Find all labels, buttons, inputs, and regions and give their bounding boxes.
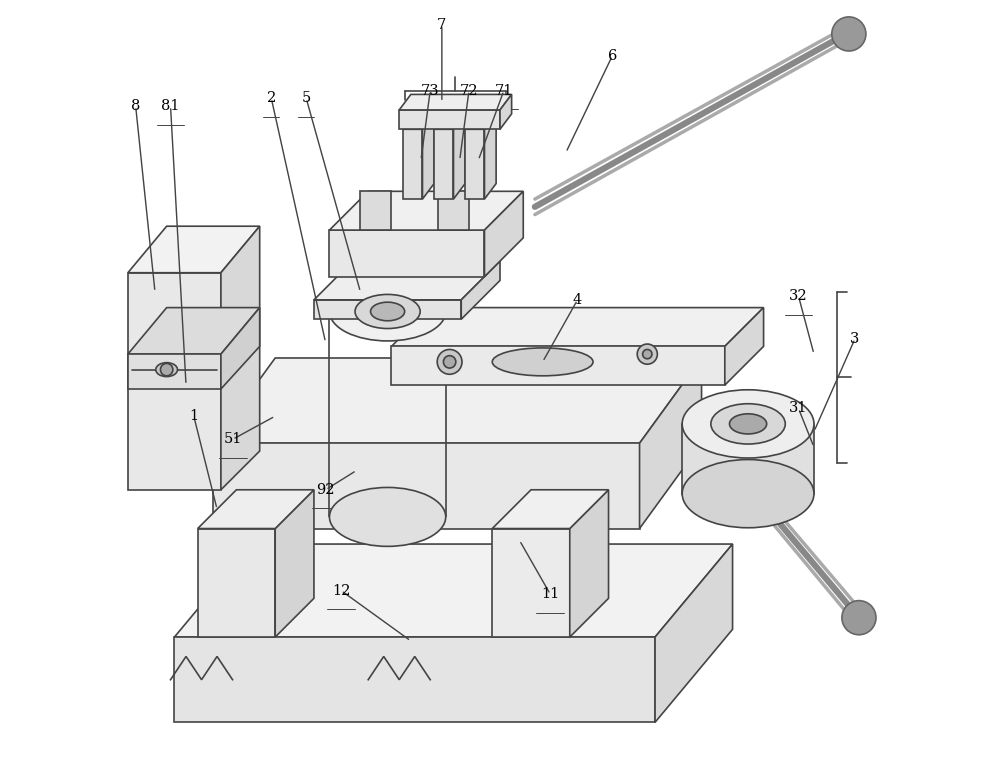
Polygon shape (434, 129, 453, 199)
Polygon shape (484, 191, 523, 277)
Polygon shape (221, 226, 260, 490)
Text: 12: 12 (332, 584, 350, 598)
Text: 72: 72 (460, 83, 478, 97)
Polygon shape (484, 114, 496, 199)
Polygon shape (453, 114, 465, 199)
Ellipse shape (729, 414, 767, 434)
Polygon shape (213, 443, 640, 528)
Ellipse shape (371, 302, 405, 321)
Polygon shape (128, 273, 221, 490)
Text: 73: 73 (421, 83, 440, 97)
Polygon shape (570, 490, 609, 637)
Text: 32: 32 (789, 289, 808, 303)
Polygon shape (329, 191, 523, 230)
Polygon shape (655, 544, 733, 722)
Polygon shape (391, 346, 725, 385)
Polygon shape (174, 637, 655, 722)
Ellipse shape (682, 460, 814, 527)
Polygon shape (682, 424, 814, 494)
Polygon shape (329, 230, 484, 277)
Polygon shape (221, 307, 260, 389)
Circle shape (437, 349, 462, 374)
Circle shape (637, 344, 657, 364)
Polygon shape (213, 358, 702, 443)
Polygon shape (500, 94, 512, 129)
Polygon shape (128, 354, 221, 389)
Polygon shape (391, 307, 764, 346)
Circle shape (832, 17, 866, 51)
Polygon shape (174, 544, 733, 637)
Ellipse shape (329, 282, 446, 341)
Ellipse shape (492, 348, 593, 376)
Polygon shape (438, 191, 469, 230)
Text: 4: 4 (573, 293, 582, 307)
Text: 1: 1 (189, 409, 198, 423)
Polygon shape (465, 114, 496, 129)
Polygon shape (640, 358, 702, 528)
Polygon shape (434, 114, 465, 129)
Text: 2: 2 (267, 91, 276, 105)
Polygon shape (314, 300, 461, 319)
Polygon shape (422, 114, 434, 199)
Text: 81: 81 (161, 99, 180, 113)
Circle shape (160, 363, 173, 376)
Ellipse shape (355, 294, 420, 328)
Text: 11: 11 (541, 587, 560, 601)
Circle shape (643, 349, 652, 359)
Polygon shape (492, 490, 609, 528)
Polygon shape (399, 110, 500, 129)
Polygon shape (128, 307, 260, 354)
Text: 8: 8 (131, 99, 140, 113)
Polygon shape (360, 191, 391, 230)
Polygon shape (403, 114, 434, 129)
Text: 3: 3 (850, 331, 860, 345)
Polygon shape (399, 94, 512, 110)
Text: 31: 31 (789, 401, 808, 415)
Polygon shape (198, 490, 314, 528)
Polygon shape (198, 528, 275, 637)
Text: 92: 92 (316, 483, 335, 497)
Circle shape (443, 356, 456, 368)
Polygon shape (314, 261, 500, 300)
Polygon shape (275, 490, 314, 637)
Polygon shape (128, 226, 260, 273)
Circle shape (842, 601, 876, 635)
Ellipse shape (329, 488, 446, 546)
Ellipse shape (711, 404, 785, 444)
Text: 7: 7 (437, 18, 446, 32)
Text: 5: 5 (302, 91, 311, 105)
Polygon shape (725, 307, 764, 385)
Polygon shape (465, 129, 484, 199)
Polygon shape (461, 261, 500, 319)
Ellipse shape (682, 390, 814, 458)
Ellipse shape (156, 363, 178, 377)
Text: 71: 71 (495, 83, 513, 97)
Polygon shape (492, 528, 570, 637)
Polygon shape (403, 129, 422, 199)
Text: 51: 51 (223, 433, 242, 447)
Text: 6: 6 (608, 49, 617, 63)
